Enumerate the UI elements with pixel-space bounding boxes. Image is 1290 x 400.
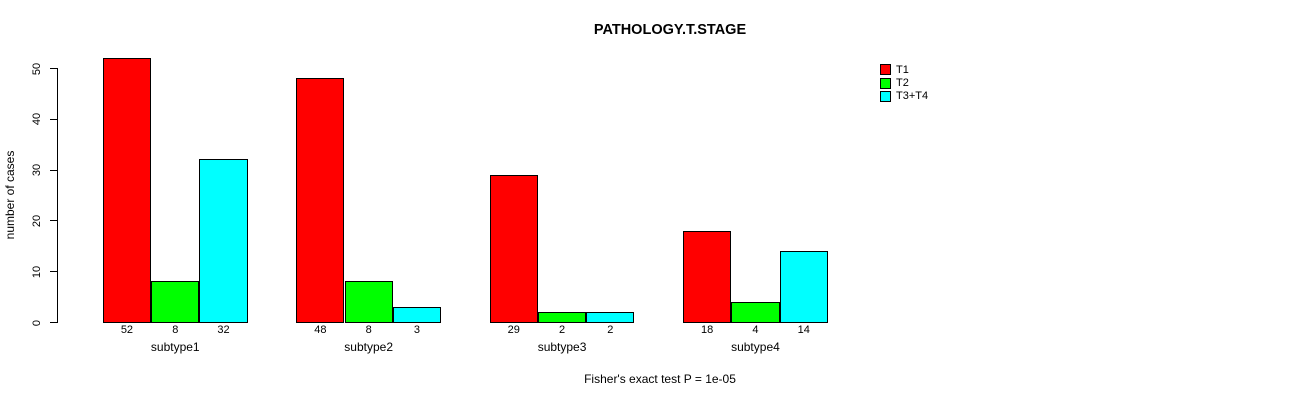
- legend-item-T1: T1: [880, 63, 928, 76]
- y-tick: [50, 271, 57, 273]
- x-category-label: subtype4: [731, 340, 780, 354]
- bar-value-label: 29: [507, 324, 520, 336]
- y-tick: [50, 68, 57, 69]
- bar-value-label: 52: [120, 324, 134, 336]
- bar-T3+T4-subtype2: [392, 306, 442, 323]
- y-tick-label: 40: [31, 113, 43, 126]
- bar-T1-subtype1: [102, 57, 152, 323]
- legend-label: T1: [896, 63, 909, 76]
- x-category-label: subtype3: [537, 340, 587, 354]
- bar-value-label: 2: [558, 324, 566, 336]
- y-tick-label: 50: [31, 62, 43, 75]
- y-tick-label: 20: [31, 214, 43, 228]
- bar-value-label: 2: [607, 324, 614, 336]
- bar-value-label: 14: [797, 324, 810, 336]
- y-tick-label: 10: [31, 265, 43, 278]
- legend-item-T2: T2: [880, 77, 928, 90]
- legend-item-T3+T4: T3+T4: [880, 90, 929, 103]
- bar-T3+T4-subtype1: [199, 159, 248, 323]
- x-category-label: subtype1: [150, 340, 200, 354]
- bar-T2-subtype3: [537, 311, 587, 323]
- legend-swatch: [880, 64, 891, 76]
- bar-T1-subtype4: [683, 230, 732, 323]
- y-tick: [50, 322, 57, 323]
- y-tick: [50, 220, 57, 222]
- y-tick: [50, 118, 57, 120]
- bar-value-label: 18: [701, 324, 714, 336]
- bar-T3+T4-subtype3: [586, 311, 635, 323]
- legend-swatch: [880, 77, 891, 89]
- bar-T2-subtype2: [344, 281, 393, 323]
- bar-value-label: 8: [365, 324, 372, 336]
- bar-value-label: 3: [413, 324, 420, 336]
- footnote-text: Fisher's exact test P = 1e-05: [584, 372, 736, 386]
- bar-T2-subtype1: [151, 281, 200, 323]
- bar-T2-subtype4: [731, 301, 780, 323]
- bar-T3+T4-subtype4: [779, 250, 828, 323]
- x-category-label: subtype2: [344, 340, 393, 354]
- y-tick: [50, 169, 57, 171]
- chart-title: PATHOLOGY.T.STAGE: [593, 22, 747, 38]
- y-axis-line: [57, 68, 58, 323]
- legend: T1 T2 T3+T4: [880, 64, 928, 104]
- bar-T1-subtype2: [296, 78, 345, 323]
- y-tick-label: 30: [31, 163, 43, 177]
- legend-swatch: [880, 90, 891, 102]
- bar-value-label: 32: [217, 324, 230, 336]
- y-tick-label: 0: [31, 319, 43, 326]
- bar-value-label: 4: [752, 324, 759, 336]
- bar-value-label: 8: [172, 324, 179, 336]
- bar-T1-subtype3: [489, 174, 538, 323]
- legend-label: T2: [896, 77, 909, 90]
- legend-label: T3+T4: [896, 90, 929, 103]
- bar-value-label: 48: [314, 324, 327, 336]
